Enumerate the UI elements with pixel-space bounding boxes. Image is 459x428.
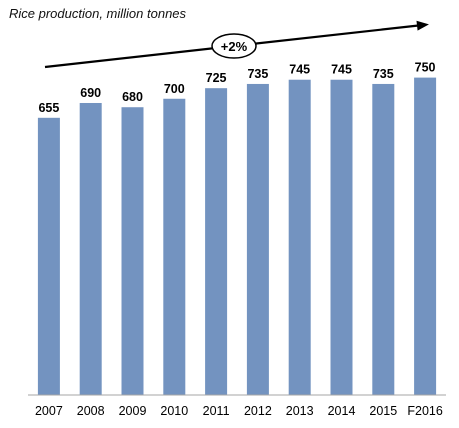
tick-label-2013: 2013 [286,404,314,418]
tick-label-2014: 2014 [328,404,356,418]
data-label-2010: 700 [164,82,185,96]
trend-arrow-head [416,20,429,31]
trend-annotation: +2% [44,20,429,69]
bar-series [37,77,437,396]
bar-2012 [246,83,269,395]
x-axis-ticks: 2007 2008 2009 2010 2011 2012 2013 2014 2015 F201… [35,404,443,418]
bar-2007 [37,117,60,396]
growth-rate-label: +2% [221,39,248,54]
bar-2009 [121,107,144,395]
chart-title: Rice production, million tonnes [9,6,187,21]
data-label-2015: 735 [373,67,394,81]
tick-label-2008: 2008 [77,404,105,418]
tick-label-F2016: F2016 [407,404,442,418]
tick-label-2012: 2012 [244,404,272,418]
data-labels: 655 690 680 700 725 735 745 745 735 750 [38,61,435,115]
data-label-2012: 735 [247,67,268,81]
bar-2015 [372,83,395,395]
bar-2014 [330,79,353,395]
bar-2010 [163,98,186,395]
bar-2008 [79,102,102,396]
tick-label-2011: 2011 [203,404,230,418]
tick-label-2010: 2010 [160,404,188,418]
data-label-2013: 745 [289,63,310,77]
data-label-2007: 655 [38,101,59,115]
bar-F2016 [414,77,437,395]
data-label-2011: 725 [206,71,227,85]
growth-rate-ellipse [211,33,257,59]
tick-label-2015: 2015 [369,404,397,418]
tick-label-2009: 2009 [119,404,147,418]
data-label-2014: 745 [331,63,352,77]
data-label-2009: 680 [122,90,143,104]
data-label-F2016: 750 [415,61,436,75]
bar-2011 [205,88,228,396]
bar-2013 [288,79,311,395]
data-label-2008: 690 [80,86,101,100]
tick-label-2007: 2007 [35,404,63,418]
